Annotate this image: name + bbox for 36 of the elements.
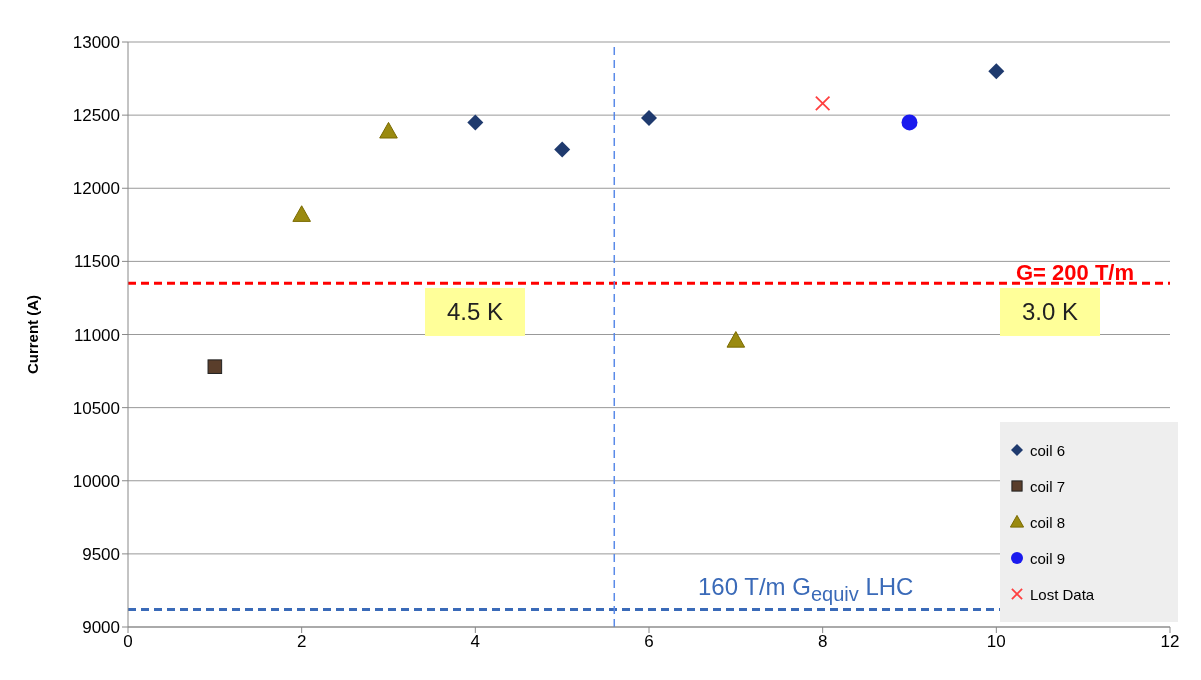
annotation: 4.5 K — [425, 288, 526, 336]
x-tick-label: 4 — [470, 632, 481, 652]
point — [641, 110, 657, 127]
point — [814, 95, 831, 112]
point — [467, 114, 484, 131]
x-tick-label: 0 — [123, 632, 133, 652]
point — [901, 114, 918, 131]
annotation: 160 T/m G$_{equiv}$ LHC — [698, 573, 914, 606]
y-tick-label: 10500 — [72, 398, 120, 418]
point — [379, 121, 398, 139]
point — [207, 359, 223, 374]
legend-label: Lost Data — [1030, 585, 1095, 603]
y-tick-label: 11500 — [73, 252, 120, 272]
annotation: 3.0 K — [1000, 288, 1101, 336]
legend-label: coil 7 — [1030, 477, 1066, 495]
y-tick-label: 12000 — [72, 179, 120, 199]
legend-label: coil 6 — [1030, 441, 1066, 459]
y-tick-label: 10000 — [72, 471, 120, 491]
point — [292, 205, 311, 222]
x-tick-label: 6 — [644, 632, 654, 652]
legend-label: coil 8 — [1030, 513, 1066, 531]
y-tick-label: 9500 — [82, 544, 120, 564]
y-tick-label: 11000 — [73, 325, 120, 345]
y-axis-title: Current (A) — [24, 294, 42, 375]
annotation: G= 200 T/m — [1016, 260, 1135, 286]
x-tick-label: 10 — [986, 632, 1006, 652]
x-tick-label: 12 — [1160, 632, 1180, 652]
legend-label: coil 9 — [1030, 549, 1066, 567]
x-tick-label: 2 — [296, 632, 307, 652]
y-tick-label: 12500 — [72, 106, 120, 126]
point — [554, 141, 571, 158]
y-tick-label: 13000 — [72, 33, 120, 53]
point — [988, 63, 1005, 80]
y-tick-label: 9000 — [82, 618, 120, 638]
point — [726, 331, 746, 348]
x-tick-label: 8 — [817, 632, 828, 652]
